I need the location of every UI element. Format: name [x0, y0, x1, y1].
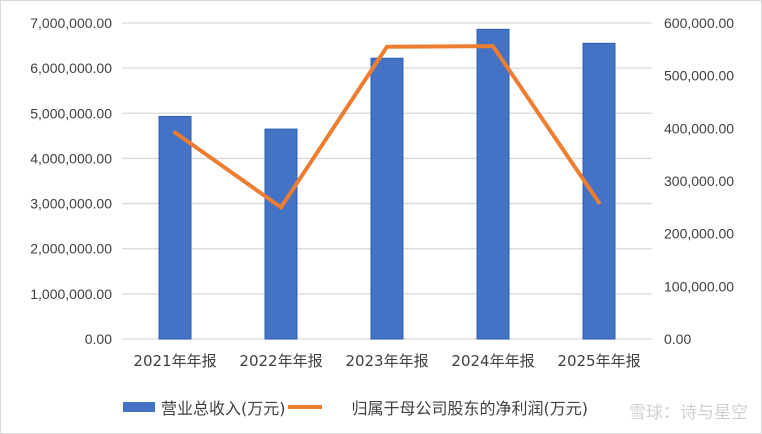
bar-revenue — [582, 42, 616, 340]
left-tick-label: 7,000,000.00 — [30, 15, 112, 31]
bar-revenue — [476, 28, 510, 340]
right-tick-label: 400,000.00 — [664, 120, 734, 136]
category-label: 2025年年报 — [557, 352, 640, 370]
right-tick-label: 200,000.00 — [664, 226, 734, 242]
right-tick-label: 500,000.00 — [664, 68, 734, 84]
right-tick-label: 600,000.00 — [664, 15, 734, 31]
left-tick-label: 6,000,000.00 — [30, 60, 112, 76]
right-tick-label: 300,000.00 — [664, 173, 734, 189]
legend-label-revenue: 营业总收入(万元) — [161, 399, 286, 418]
bar-revenue — [264, 128, 298, 340]
left-tick-label: 4,000,000.00 — [30, 150, 112, 166]
bar-revenue — [158, 115, 192, 340]
left-tick-label: 0.00 — [85, 331, 112, 347]
category-label: 2023年年报 — [345, 352, 428, 370]
left-tick-label: 3,000,000.00 — [30, 196, 112, 212]
legend-label-profit: 归属于母公司股东的净利润(万元) — [351, 399, 589, 418]
category-label: 2021年年报 — [133, 352, 216, 370]
category-label: 2024年年报 — [451, 352, 534, 370]
right-tick-label: 0.00 — [664, 331, 691, 347]
legend: 营业总收入(万元) 归属于母公司股东的净利润(万元) — [123, 395, 588, 419]
category-label: 2022年年报 — [239, 352, 322, 370]
right-tick-label: 100,000.00 — [664, 278, 734, 294]
left-tick-label: 2,000,000.00 — [30, 241, 112, 257]
watermark: 雪球：诗与星空 — [629, 403, 748, 423]
left-tick-label: 1,000,000.00 — [30, 286, 112, 302]
legend-swatch-profit — [287, 405, 322, 409]
left-tick-label: 5,000,000.00 — [30, 105, 112, 121]
bar-revenue — [370, 57, 404, 340]
legend-swatch-revenue — [123, 402, 155, 412]
